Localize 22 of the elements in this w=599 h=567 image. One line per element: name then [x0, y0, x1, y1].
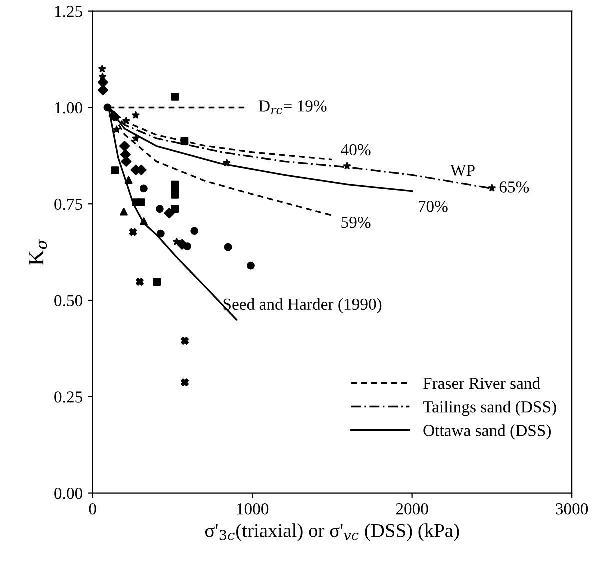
- y-tick-label: 0.00: [54, 488, 82, 500]
- y-tick-label: 0.50: [54, 295, 82, 307]
- y-tick-label: 0.75: [54, 198, 82, 210]
- y-tick-label: 1.25: [55, 6, 82, 18]
- legend-label: Ottawa sand (DSS): [424, 424, 551, 440]
- y-tick-label: 1.00: [55, 102, 82, 114]
- x-tick-label: 1000: [237, 503, 269, 515]
- x-tick-label: 0: [89, 503, 96, 515]
- y-axis-title: K$_{σ}$: [29, 238, 48, 266]
- annotation: 59%: [342, 216, 371, 228]
- x-tick-label: 2000: [396, 503, 428, 515]
- annotation: WP: [450, 165, 475, 176]
- legend-label: Fraser River sand: [424, 377, 540, 390]
- annotation: Seed and Harder (1990): [224, 298, 382, 314]
- annotation: D$_{rc}$= 19%: [258, 100, 327, 114]
- annotation: 65%: [500, 182, 530, 193]
- x-axis-title: σ'$_{3c}$(triaxial) or σ'$_{vc}$ (DSS) (kPa): [205, 524, 460, 542]
- legend-label: Tailings sand (DSS): [423, 401, 556, 416]
- y-tick-label: 0.25: [54, 392, 82, 403]
- annotation: 40%: [341, 144, 371, 156]
- x-tick-label: 3000: [556, 503, 588, 515]
- annotation: 70%: [418, 200, 448, 212]
